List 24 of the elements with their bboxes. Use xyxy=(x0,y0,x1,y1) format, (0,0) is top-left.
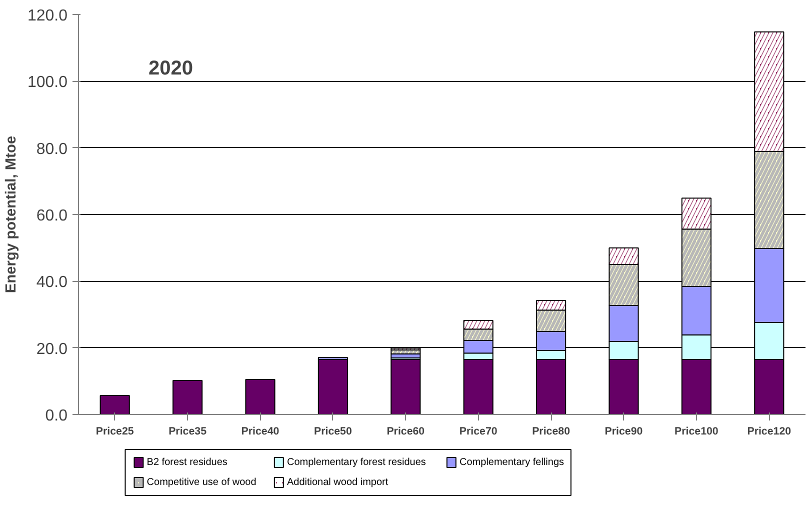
y-tick-label: 0.0 xyxy=(45,408,68,424)
x-tick-label: Price40 xyxy=(241,426,280,438)
y-tick-label: 80.0 xyxy=(36,140,68,158)
legend-label: Complementary fellings xyxy=(460,457,564,468)
y-tick-label: 100.0 xyxy=(27,74,68,92)
legend-label: B2 forest residues xyxy=(146,457,228,468)
y-tick-label: 40.0 xyxy=(36,274,68,292)
y-tick-label: 60.0 xyxy=(36,208,68,224)
legend-label: Competitive use of wood xyxy=(146,477,256,488)
x-tick-label: Price100 xyxy=(674,426,718,438)
x-tick-label: Price25 xyxy=(96,426,134,438)
annotation: 2020 xyxy=(148,58,193,80)
x-tick-label: Price70 xyxy=(459,426,498,438)
legend-label: Complementary forest residues xyxy=(286,457,426,468)
legend-label: Additional wood import xyxy=(286,477,388,488)
x-tick-label: Price80 xyxy=(532,426,570,438)
x-tick-label: Price35 xyxy=(168,426,207,438)
y-tick-label: 120.0 xyxy=(27,8,68,24)
x-tick-label: Price50 xyxy=(314,426,352,438)
y-tick-label: 20.0 xyxy=(36,340,68,358)
y-axis-title: Energy potential, Mtoe xyxy=(3,136,20,294)
x-tick-label: Price60 xyxy=(386,426,425,438)
x-tick-label: Price90 xyxy=(604,426,643,438)
x-tick-label: Price120 xyxy=(747,426,792,438)
